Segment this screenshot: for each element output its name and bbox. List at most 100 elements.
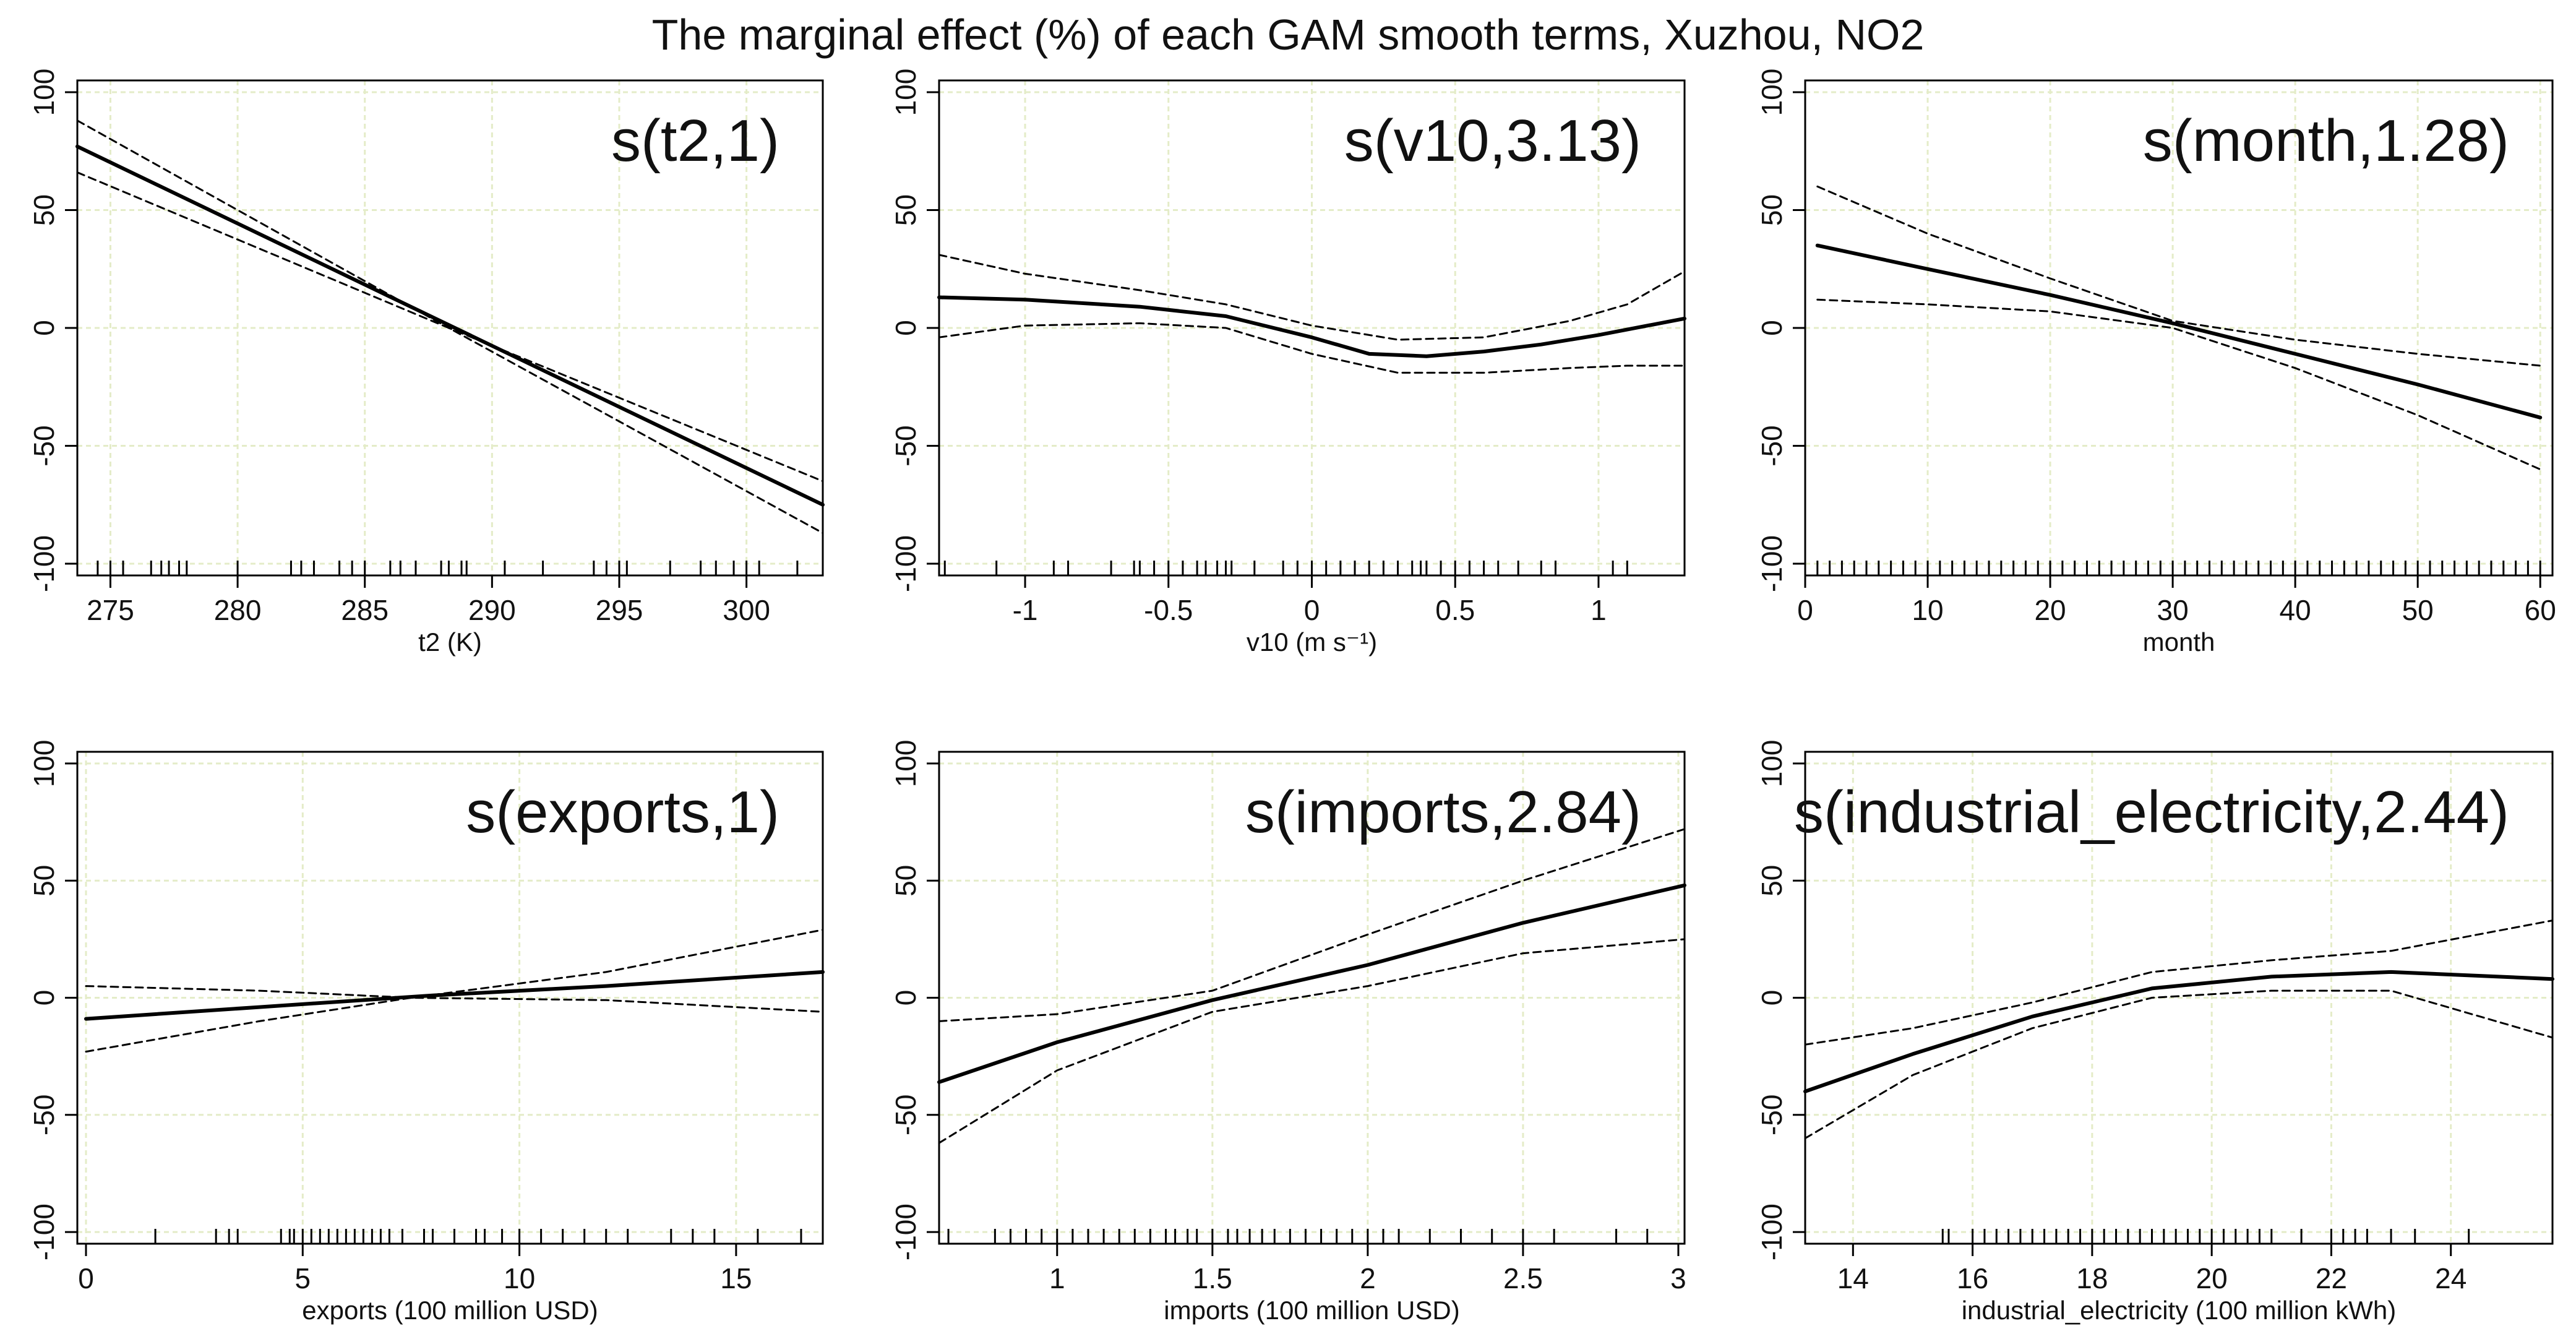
x-tick-label: -0.5 bbox=[1144, 594, 1193, 626]
series-fit-line bbox=[1815, 243, 2543, 420]
y-tick-label: 0 bbox=[890, 320, 922, 336]
y-tick-label: 100 bbox=[890, 69, 922, 116]
x-tick-label: 295 bbox=[596, 594, 643, 626]
x-tick-label: 15 bbox=[720, 1262, 752, 1294]
chart-title: s(imports,2.84) bbox=[1245, 779, 1641, 845]
series-upper-line bbox=[1816, 185, 2541, 367]
series-upper-line bbox=[85, 929, 824, 999]
y-tick-label: -100 bbox=[890, 1203, 922, 1260]
x-tick-label: 300 bbox=[723, 594, 770, 626]
x-tick-label: 0 bbox=[1304, 594, 1320, 626]
y-tick-label: -50 bbox=[1756, 425, 1788, 466]
y-tick-label: 50 bbox=[1756, 194, 1788, 226]
series-upper-line bbox=[938, 254, 1686, 341]
x-tick-label: 0 bbox=[1797, 594, 1813, 626]
x-tick-label: 40 bbox=[2280, 594, 2311, 626]
series-lower-line bbox=[938, 938, 1686, 1144]
y-tick-label: 0 bbox=[1756, 320, 1788, 336]
series-fit-line bbox=[75, 144, 825, 507]
y-tick-label: 0 bbox=[890, 990, 922, 1006]
x-tick-label: 280 bbox=[214, 594, 262, 626]
y-tick-label: -50 bbox=[28, 425, 60, 466]
series-lower-line bbox=[76, 171, 824, 534]
y-tick-label: -50 bbox=[890, 1095, 922, 1135]
x-tick-label: 30 bbox=[2157, 594, 2189, 626]
y-tick-label: 50 bbox=[28, 865, 60, 897]
chart-title: s(month,1.28) bbox=[2143, 108, 2509, 174]
y-tick-label: -100 bbox=[28, 535, 60, 592]
panels: 275 280 285 290 295 300-100-50050100s(t2,1)t2… bbox=[28, 69, 2556, 1325]
x-tick-label: -1 bbox=[1013, 594, 1038, 626]
x-axis-label: month bbox=[2143, 627, 2215, 657]
y-tick-label: -100 bbox=[1756, 1203, 1788, 1260]
y-tick-label: 100 bbox=[890, 740, 922, 788]
y-tick-label: 50 bbox=[890, 194, 922, 226]
series-lower-line bbox=[938, 322, 1686, 374]
y-tick-label: 100 bbox=[28, 740, 60, 788]
series-upper-line bbox=[76, 119, 824, 483]
series-fit-line bbox=[84, 970, 825, 1021]
chart-title: s(industrial_electricity,2.44) bbox=[1794, 779, 2509, 845]
x-tick-label: 1 bbox=[1049, 1262, 1065, 1294]
x-tick-label: 5 bbox=[295, 1262, 311, 1294]
x-tick-label: 10 bbox=[504, 1262, 535, 1294]
x-axis-label: v10 (m s⁻¹) bbox=[1247, 627, 1377, 657]
x-tick-label: 24 bbox=[2435, 1262, 2467, 1294]
x-tick-label: 2 bbox=[1360, 1262, 1376, 1294]
x-tick-label: 16 bbox=[1957, 1262, 1988, 1294]
figure-title: The marginal effect (%) of each GAM smoo… bbox=[652, 11, 1925, 59]
x-tick-label: 20 bbox=[2034, 594, 2066, 626]
y-tick-label: 100 bbox=[1756, 740, 1788, 788]
series-lower-line bbox=[1804, 989, 2554, 1140]
x-tick-label: 0 bbox=[78, 1262, 94, 1294]
series-fit-line bbox=[937, 295, 1686, 358]
x-tick-label: 50 bbox=[2402, 594, 2434, 626]
y-tick-label: 0 bbox=[28, 320, 60, 336]
chart-panel-2: -1 -0.5 0 0.5 1 -100 -50 0 50 100 s(v10,3.13) v10 (… bbox=[890, 69, 1686, 657]
x-tick-label: 60 bbox=[2525, 594, 2556, 626]
y-tick-label: -50 bbox=[1756, 1095, 1788, 1135]
y-tick-label: 50 bbox=[1756, 865, 1788, 897]
y-tick-label: -100 bbox=[890, 535, 922, 592]
chart-title: s(exports,1) bbox=[466, 779, 779, 845]
y-tick-label: 0 bbox=[28, 990, 60, 1006]
series-upper-line bbox=[1804, 919, 2554, 1046]
x-tick-label: 22 bbox=[2316, 1262, 2347, 1294]
y-tick-label: 100 bbox=[28, 69, 60, 116]
x-axis-label: imports (100 million USD) bbox=[1164, 1296, 1459, 1325]
x-tick-label: 275 bbox=[87, 594, 134, 626]
x-tick-label: 14 bbox=[1837, 1262, 1869, 1294]
y-tick-label: 100 bbox=[1756, 69, 1788, 116]
y-tick-label: -100 bbox=[28, 1203, 60, 1260]
y-tick-label: 50 bbox=[890, 865, 922, 897]
y-tick-label: -50 bbox=[28, 1095, 60, 1135]
series-fit-line bbox=[1803, 970, 2554, 1093]
x-tick-label: 10 bbox=[1912, 594, 1943, 626]
x-axis-label: industrial_electricity (100 million kWh) bbox=[1962, 1296, 2397, 1325]
chart-panel-1: 275 280 285 290 295 300 -100 -50 0 50 100 s(t2,1) t2… bbox=[28, 69, 825, 657]
x-axis-label: exports (100 million USD) bbox=[302, 1296, 598, 1325]
y-tick-label: -100 bbox=[1756, 535, 1788, 592]
chart-panel-5: 1 1.5 2 2.5 3 -100 -50 0 50 100 s(imports,2.84) imp… bbox=[890, 740, 1686, 1325]
x-tick-label: 0.5 bbox=[1435, 594, 1475, 626]
x-tick-label: 1 bbox=[1591, 594, 1607, 626]
x-tick-label: 1.5 bbox=[1193, 1262, 1232, 1294]
x-tick-label: 18 bbox=[2076, 1262, 2108, 1294]
x-axis-label: t2 (K) bbox=[418, 627, 482, 657]
y-tick-label: -50 bbox=[890, 425, 922, 466]
y-tick-label: 50 bbox=[28, 194, 60, 226]
chart-title: s(t2,1) bbox=[611, 108, 779, 174]
y-tick-label: 0 bbox=[1756, 990, 1788, 1006]
x-tick-label: 20 bbox=[2196, 1262, 2228, 1294]
series-fit-line bbox=[937, 883, 1686, 1084]
x-tick-label: 285 bbox=[341, 594, 389, 626]
series-upper-line bbox=[938, 828, 1686, 1022]
chart-panel-6: 14 16 18 20 22 24 -100 -50 0 50 100s(industrial_el… bbox=[1756, 740, 2554, 1325]
x-tick-label: 3 bbox=[1670, 1262, 1686, 1294]
x-tick-label: 290 bbox=[468, 594, 516, 626]
chart-panel-3: 0 10 20 30 40 50 60 -100 -50 0 50 100 s(month,1.28) m… bbox=[1756, 69, 2556, 657]
chart-title: s(v10,3.13) bbox=[1344, 108, 1641, 174]
chart-panel-4: 0 5 10 15 -100 -50 0 50 100 s(exports,1) exports (… bbox=[28, 740, 825, 1325]
x-tick-label: 2.5 bbox=[1503, 1262, 1543, 1294]
